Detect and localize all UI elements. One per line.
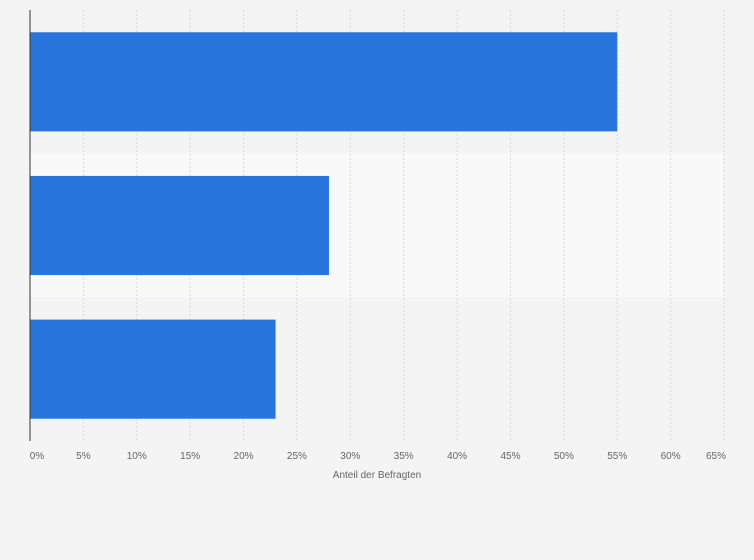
x-tick-label: 20% — [234, 451, 254, 462]
x-tick-label: 50% — [554, 451, 574, 462]
x-tick-label: 40% — [447, 451, 467, 462]
bar[interactable] — [30, 319, 276, 419]
x-tick-label: 0% — [30, 451, 45, 462]
x-tick-label: 35% — [394, 451, 414, 462]
x-axis-label: Anteil der Befragten — [333, 470, 421, 481]
x-tick-label: 65% — [706, 451, 726, 462]
x-tick-label: 55% — [607, 451, 627, 462]
x-tick-label: 10% — [127, 451, 147, 462]
bar[interactable] — [30, 175, 329, 276]
bars — [30, 32, 618, 419]
x-tick-label: 60% — [661, 451, 681, 462]
x-tick-label: 25% — [287, 451, 307, 462]
x-tick-label: 5% — [76, 451, 91, 462]
x-tick-label: 15% — [180, 451, 200, 462]
bar[interactable] — [30, 32, 618, 132]
x-tick-label: 45% — [500, 451, 520, 462]
x-tick-label: 30% — [340, 451, 360, 462]
x-axis-ticks: 0% 5% 10% 15% 20% 25% 30% 35% 40% 45% 50% 55% 60% 65% — [30, 451, 726, 462]
